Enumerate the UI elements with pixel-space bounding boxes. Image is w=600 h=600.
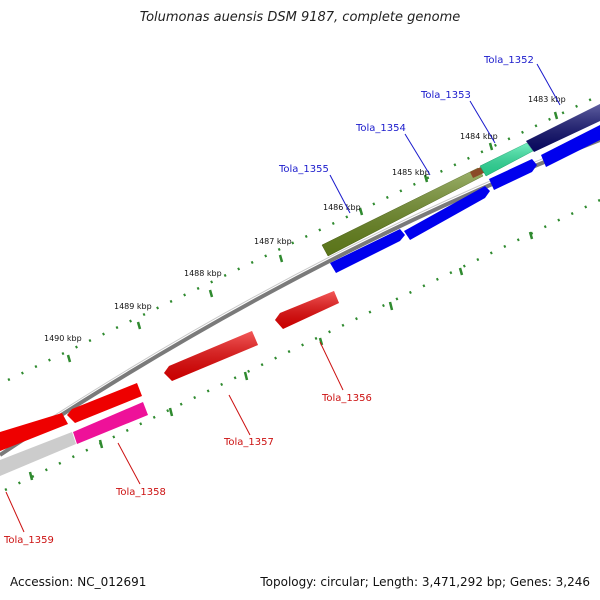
forward-outer-track [321,104,600,257]
label-tola-1358: Tola_1358 [115,487,166,498]
label-tola-1357: Tola_1357 [223,437,274,448]
red-gene-left[interactable] [0,413,68,451]
ruler-label-1488: 1488 kbp [184,269,222,278]
accession-text: Accession: NC_012691 [10,575,147,589]
red-gene-unlabeled[interactable] [67,383,142,423]
blue-gene-1[interactable] [330,229,405,273]
map-title: Tolumonas auensis DSM 9187, complete gen… [139,10,461,25]
genome-summary-text: Topology: circular; Length: 3,471,292 bp… [260,575,590,589]
gene-labels: Tola_1352 Tola_1353 Tola_1354 Tola_1355 … [3,55,534,546]
label-tola-1354: Tola_1354 [355,123,406,134]
ruler-label-1484: 1484 kbp [460,132,498,141]
outer-tick-ring [7,93,600,382]
label-tola-1355: Tola_1355 [278,164,329,175]
ruler-label-1483: 1483 kbp [528,95,566,104]
reverse-track [0,291,339,476]
label-tola-1353: Tola_1353 [420,90,471,101]
gene-tola-1358[interactable] [73,402,148,444]
inner-tick-ring [4,198,600,492]
label-leaders [5,63,561,533]
blue-gene-3[interactable] [489,159,537,190]
gene-tola-1359[interactable] [0,432,76,476]
ruler-label-1489: 1489 kbp [114,302,152,311]
label-tola-1352: Tola_1352 [483,55,534,66]
label-tola-1356: Tola_1356 [321,393,372,404]
blue-gene-2[interactable] [404,186,490,240]
ruler-labels: 1483 kbp 1484 kbp 1485 kbp 1486 kbp 1487… [44,95,566,343]
major-ticks [28,111,559,481]
forward-inner-track [330,125,600,273]
blue-gene-4[interactable] [541,125,600,167]
ruler-label-1490: 1490 kbp [44,334,82,343]
ruler-label-1487: 1487 kbp [254,237,292,246]
label-tola-1359: Tola_1359 [3,535,54,546]
ruler-label-1486: 1486 kbp [323,203,361,212]
ruler-label-1485: 1485 kbp [392,168,430,177]
